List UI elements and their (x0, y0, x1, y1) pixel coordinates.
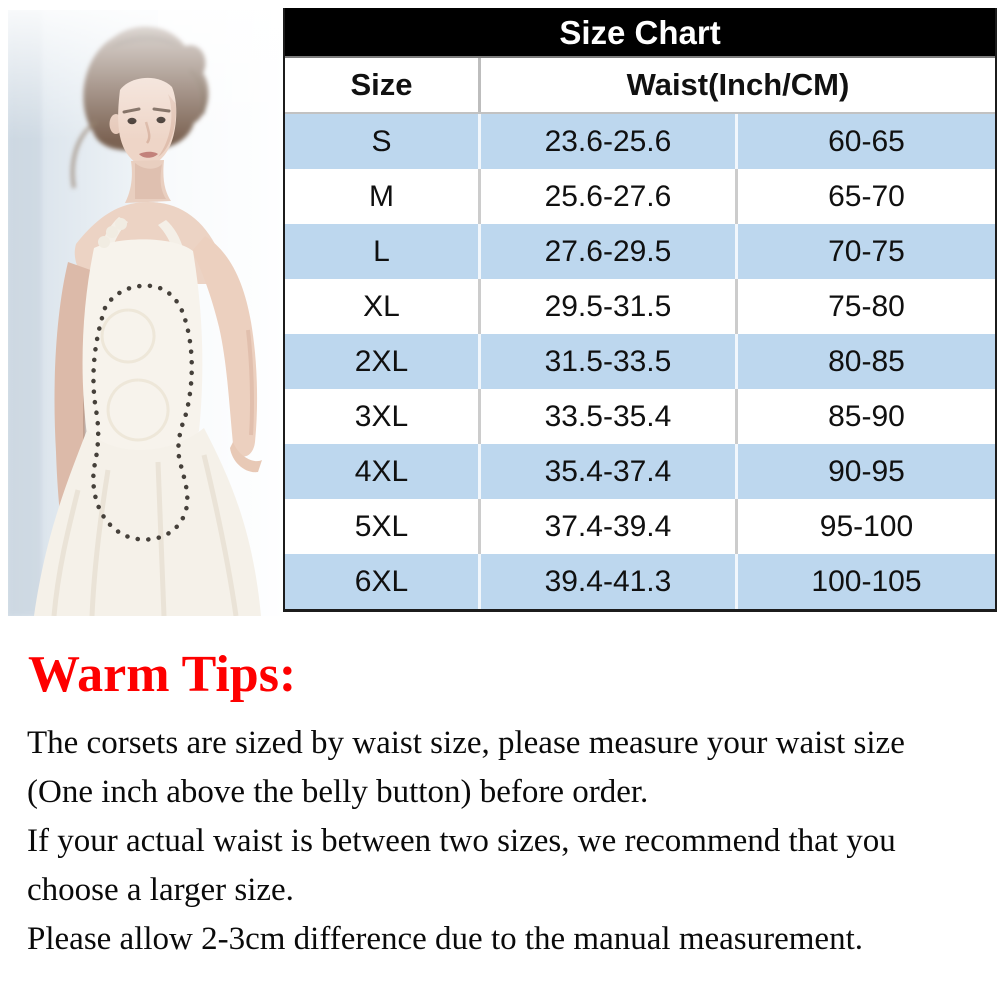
column-header-waist: Waist(Inch/CM) (626, 67, 850, 102)
table-row-4xl: 4XL 35.4-37.4 90-95 (285, 444, 995, 499)
table-row-s: S 23.6-25.6 60-65 (285, 114, 995, 169)
cell-cm: 60-65 (828, 125, 905, 158)
table-row-l: L 27.6-29.5 70-75 (285, 224, 995, 279)
cell-inch: 39.4-41.3 (481, 554, 738, 609)
cell-size: L (285, 224, 481, 279)
cell-inch: 31.5-33.5 (481, 334, 738, 389)
warm-tips-line: If your actual waist is between two size… (27, 823, 896, 859)
cell-size: 2XL (285, 334, 481, 389)
cell-inch: 35.4-37.4 (481, 444, 738, 499)
cell-inch: 25.6-27.6 (481, 169, 738, 224)
table-row-2xl: 2XL 31.5-33.5 80-85 (285, 334, 995, 389)
warm-tips-heading: Warm Tips: (28, 646, 297, 703)
warm-tips-line: (One inch above the belly button) before… (27, 774, 649, 810)
warm-tips-text: The corsets are sized by waist size, ple… (27, 719, 992, 964)
cell-cm: 65-70 (828, 180, 905, 213)
warm-tips-line: choose a larger size. (27, 872, 294, 908)
cell-cm: 85-90 (828, 400, 905, 433)
table-body: S 23.6-25.6 60-65 M 25.6-27.6 65-70 L 27.6-29.5… (285, 114, 995, 609)
table-row-5xl: 5XL 37.4-39.4 95-100 (285, 499, 995, 554)
cell-size: S (285, 114, 481, 169)
model-photo (8, 10, 283, 616)
table-row-3xl: 3XL 33.5-35.4 85-90 (285, 389, 995, 444)
cell-inch: 29.5-31.5 (481, 279, 738, 334)
cell-size: 5XL (285, 499, 481, 554)
cell-cm: 80-85 (828, 345, 905, 378)
cell-inch: 23.6-25.6 (481, 114, 738, 169)
cell-size: 3XL (285, 389, 481, 444)
cell-cm: 100-105 (811, 565, 922, 598)
cell-cm: 90-95 (828, 455, 905, 488)
cell-cm: 95-100 (819, 510, 914, 543)
cell-inch: 37.4-39.4 (481, 499, 738, 554)
bead-outline (91, 283, 195, 542)
cell-size: M (285, 169, 481, 224)
cell-cm: 70-75 (828, 235, 905, 268)
warm-tips-line: The corsets are sized by waist size, ple… (27, 725, 905, 761)
size-chart-title: Size Chart (285, 8, 995, 58)
cell-size: 4XL (285, 444, 481, 499)
size-chart-table: Size Chart Size Waist(Inch/CM) S 23.6-25.… (283, 8, 997, 612)
cell-inch: 27.6-29.5 (481, 224, 738, 279)
table-header-row: Size Waist(Inch/CM) (285, 58, 995, 114)
cell-size: 6XL (285, 554, 481, 609)
model-photo-illustration (8, 10, 283, 616)
cell-size: XL (285, 279, 481, 334)
cell-cm: 75-80 (828, 290, 905, 323)
table-row-m: M 25.6-27.6 65-70 (285, 169, 995, 224)
cell-inch: 33.5-35.4 (481, 389, 738, 444)
warm-tips-line: Please allow 2-3cm difference due to the… (27, 921, 863, 957)
table-row-xl: XL 29.5-31.5 75-80 (285, 279, 995, 334)
column-header-size: Size (285, 58, 481, 112)
dress (34, 217, 261, 616)
table-row-6xl: 6XL 39.4-41.3 100-105 (285, 554, 995, 609)
right-arm (192, 236, 262, 473)
